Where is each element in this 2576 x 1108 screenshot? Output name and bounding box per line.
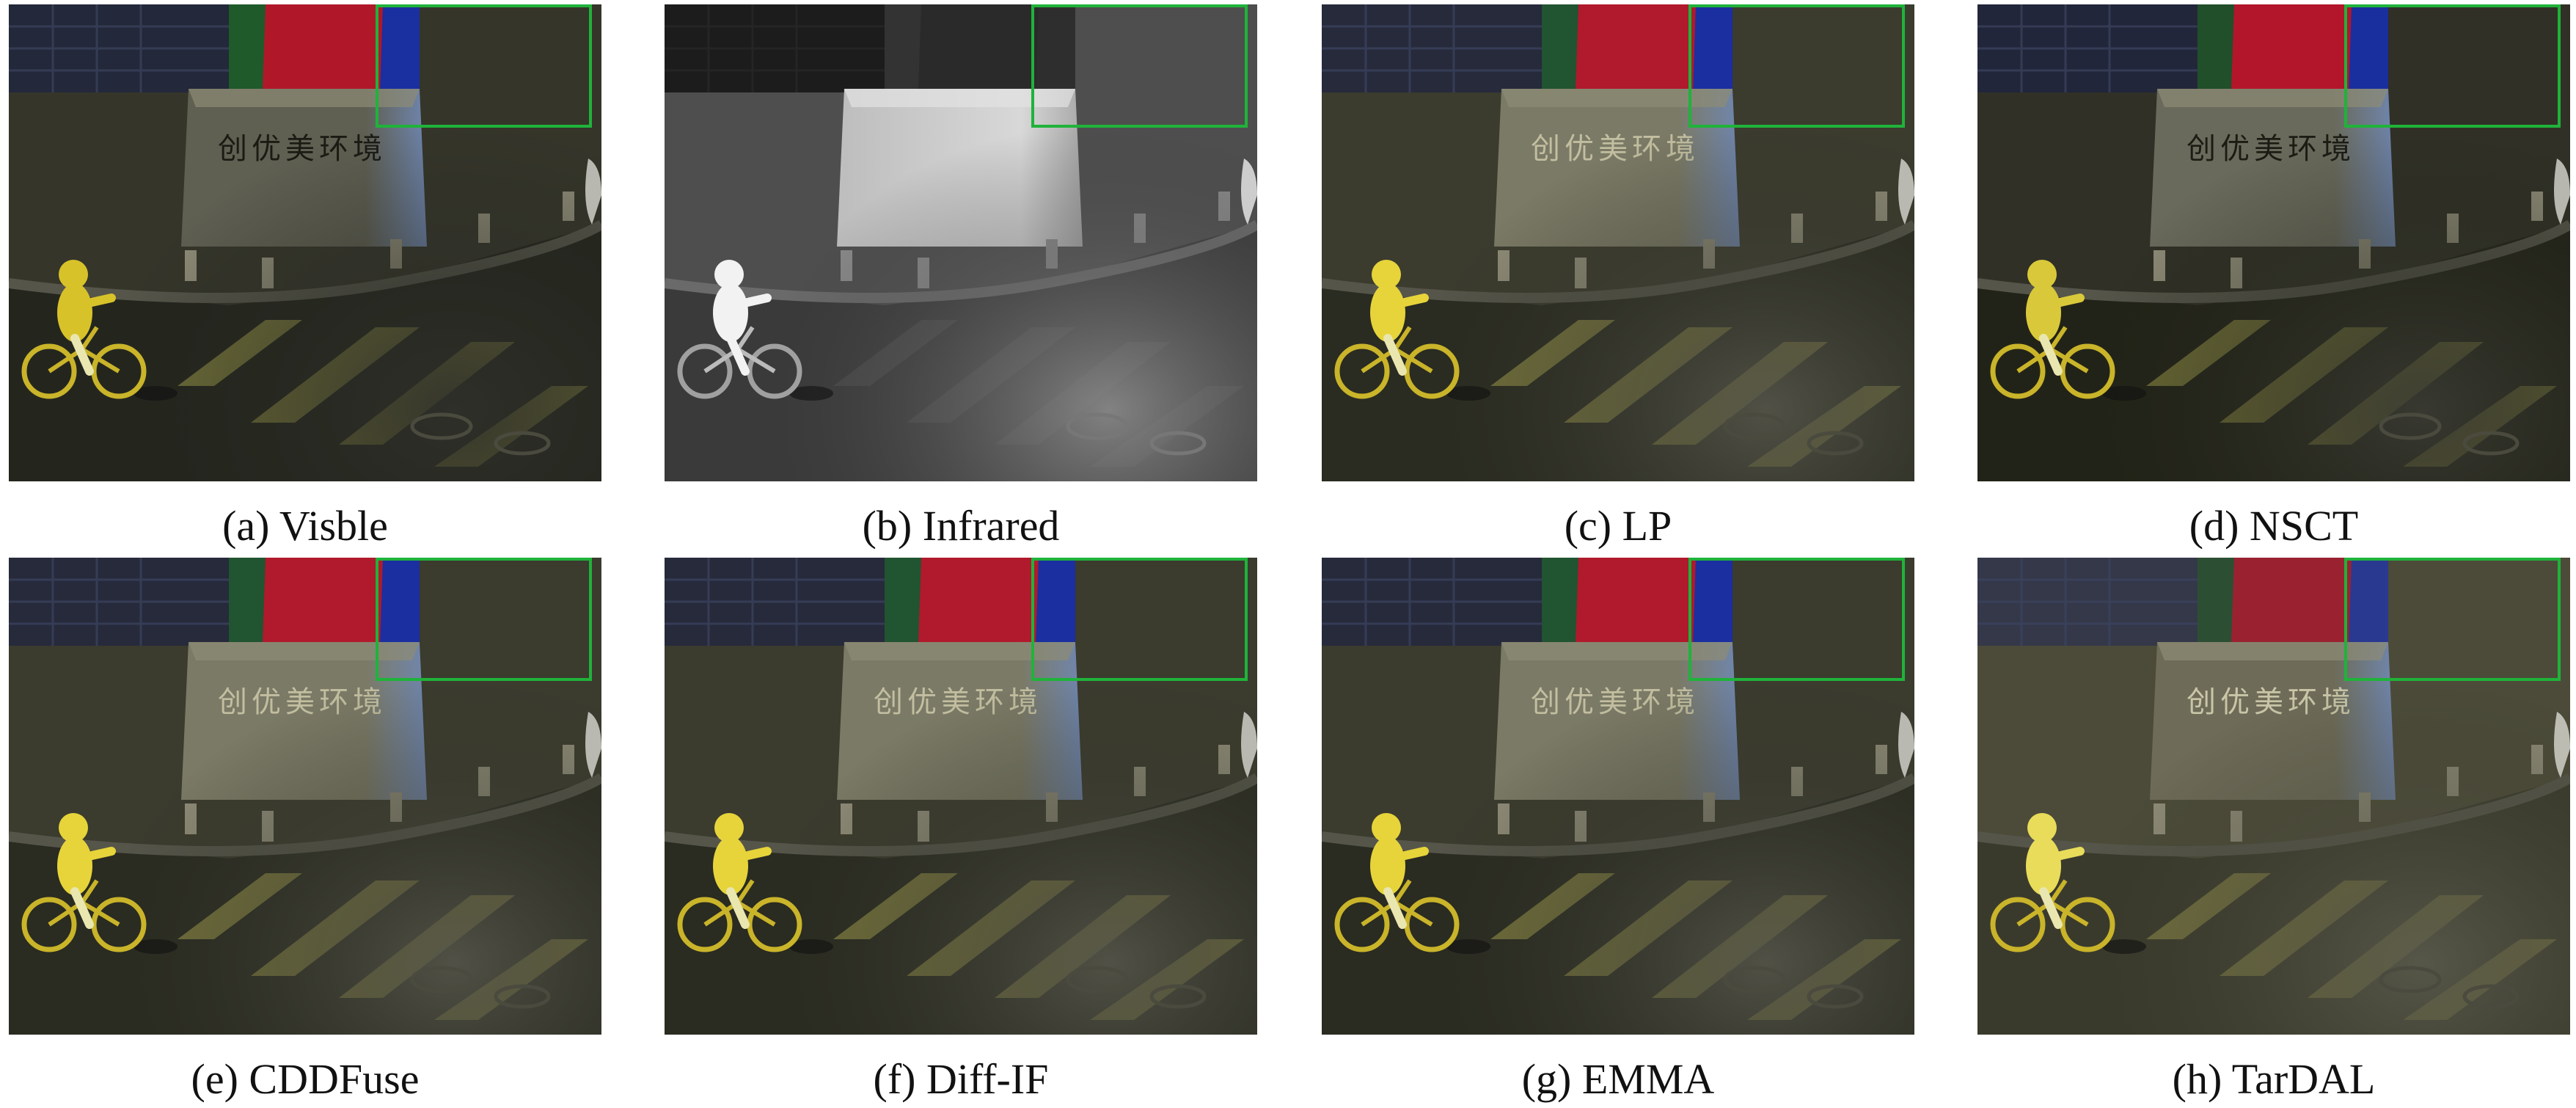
scene-image: 创优美环境	[665, 558, 1257, 1035]
cyclist-figure	[677, 813, 802, 952]
panel-caption-b: (b) Infrared	[862, 502, 1060, 550]
image-panel-f: 创优美环境	[665, 558, 1257, 1035]
cyclist-figure	[1334, 260, 1460, 399]
scene-image: 创优美环境	[9, 4, 601, 481]
scene-image: 创优美环境	[1322, 4, 1914, 481]
scene-image: 创优美环境	[1322, 558, 1914, 1035]
cyclist-figure	[1990, 813, 2115, 952]
zoom-region-box	[376, 4, 592, 128]
image-panel-d: 创优美环境	[1977, 4, 2570, 481]
zoom-region-box	[1688, 558, 1905, 681]
panel-caption-e: (e) CDDFuse	[191, 1055, 420, 1103]
zoom-region-box	[1031, 4, 1248, 128]
image-panel-h: 创优美环境	[1977, 558, 2570, 1035]
panel-caption-d: (d) NSCT	[2189, 502, 2359, 550]
image-panel-a: 创优美环境	[9, 4, 601, 481]
image-panel-b	[665, 4, 1257, 481]
scene-image: 创优美环境	[9, 558, 601, 1035]
panel-caption-a: (a) Visble	[222, 502, 388, 550]
zoom-region-box	[1031, 558, 1248, 681]
image-panel-c: 创优美环境	[1322, 4, 1914, 481]
zoom-region-box	[376, 558, 592, 681]
cyclist-figure	[1990, 260, 2115, 399]
cyclist-figure	[21, 260, 147, 399]
zoom-region-box	[2344, 558, 2561, 681]
image-panel-e: 创优美环境	[9, 558, 601, 1035]
image-panel-g: 创优美环境	[1322, 558, 1914, 1035]
scene-image: 创优美环境	[1977, 4, 2570, 481]
zoom-region-box	[2344, 4, 2561, 128]
cyclist-figure	[21, 813, 147, 952]
panel-caption-f: (f) Diff-IF	[873, 1055, 1049, 1103]
cyclist-figure	[677, 260, 802, 399]
cyclist-figure	[1334, 813, 1460, 952]
panel-caption-g: (g) EMMA	[1521, 1055, 1715, 1103]
panel-caption-c: (c) LP	[1564, 502, 1672, 550]
scene-image	[665, 4, 1257, 481]
zoom-region-box	[1688, 4, 1905, 128]
panel-caption-h: (h) TarDAL	[2172, 1055, 2376, 1103]
scene-image: 创优美环境	[1977, 558, 2570, 1035]
